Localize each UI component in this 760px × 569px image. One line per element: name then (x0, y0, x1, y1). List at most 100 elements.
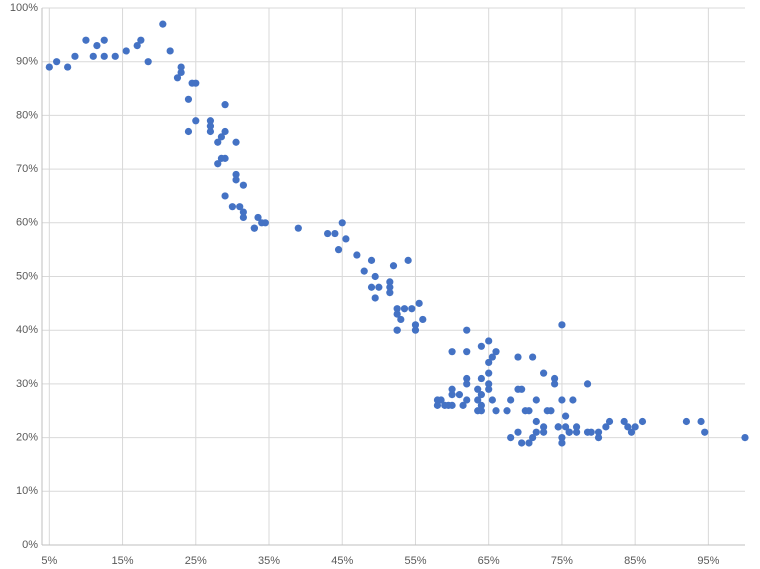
point (221, 154, 229, 162)
point (415, 299, 423, 307)
point (400, 305, 409, 313)
point (602, 423, 610, 431)
point (627, 428, 636, 436)
point (221, 101, 229, 109)
point (111, 52, 119, 60)
point (565, 428, 573, 436)
point (459, 401, 467, 409)
point (488, 353, 496, 361)
point (474, 385, 482, 393)
point (122, 47, 130, 55)
point (71, 52, 79, 60)
point (624, 423, 632, 431)
point (389, 262, 398, 270)
point (192, 79, 200, 87)
point (485, 385, 493, 393)
point (375, 283, 383, 291)
point (448, 348, 456, 356)
point (411, 326, 420, 334)
point (558, 321, 566, 329)
point (184, 127, 193, 136)
point (540, 428, 548, 436)
point (53, 58, 61, 66)
point (137, 36, 145, 44)
y-tick-label: 40% (16, 324, 38, 336)
y-tick-label: 90% (16, 56, 38, 68)
point (492, 348, 500, 356)
point (371, 294, 379, 302)
point (477, 407, 485, 415)
x-tick-label: 85% (624, 555, 646, 567)
point (477, 391, 485, 399)
point (239, 181, 247, 189)
point (682, 417, 691, 426)
point (261, 219, 269, 227)
point (554, 423, 562, 431)
point (411, 321, 420, 329)
y-tick-label: 10% (16, 485, 38, 497)
point (206, 122, 215, 130)
point (503, 407, 511, 415)
point (433, 401, 442, 409)
point (697, 417, 705, 426)
point (631, 423, 639, 431)
point (367, 256, 376, 264)
point (463, 380, 471, 388)
point (620, 417, 628, 426)
point (100, 36, 108, 44)
x-tick-label: 45% (331, 555, 353, 567)
point (386, 278, 394, 286)
point (463, 374, 471, 383)
point (448, 385, 456, 393)
point (228, 203, 236, 211)
point (393, 310, 401, 318)
point (386, 289, 394, 297)
x-tick-label: 55% (404, 555, 426, 567)
point (89, 52, 97, 60)
point (294, 224, 302, 232)
point (507, 396, 515, 404)
point (547, 407, 555, 415)
point (492, 407, 500, 415)
point (558, 396, 566, 404)
point (239, 213, 247, 222)
x-tick-label: 65% (478, 555, 500, 567)
point (551, 380, 559, 388)
point (419, 315, 427, 324)
point (474, 396, 482, 404)
point (583, 380, 592, 388)
point (232, 170, 240, 179)
point (448, 391, 456, 399)
point (393, 305, 401, 313)
point (360, 267, 368, 275)
x-tick-label: 25% (185, 555, 207, 567)
y-tick-label: 60% (16, 217, 38, 229)
point (232, 138, 240, 146)
point (323, 229, 332, 238)
point (485, 337, 493, 345)
point (144, 58, 152, 66)
point (192, 117, 200, 125)
point (463, 396, 471, 404)
point (569, 396, 577, 404)
point (594, 434, 603, 442)
point (532, 396, 540, 404)
y-tick-label: 30% (16, 378, 38, 390)
point (232, 176, 240, 184)
point (558, 434, 566, 442)
y-tick-label: 100% (10, 2, 38, 14)
point (532, 428, 540, 436)
point (518, 439, 526, 447)
point (558, 439, 566, 447)
point (133, 41, 141, 50)
point (177, 68, 185, 77)
point (371, 272, 379, 281)
point (206, 117, 215, 125)
point (455, 391, 464, 399)
point (529, 434, 537, 442)
point (64, 63, 72, 71)
point (572, 423, 581, 431)
point (485, 380, 493, 388)
point (437, 396, 445, 404)
